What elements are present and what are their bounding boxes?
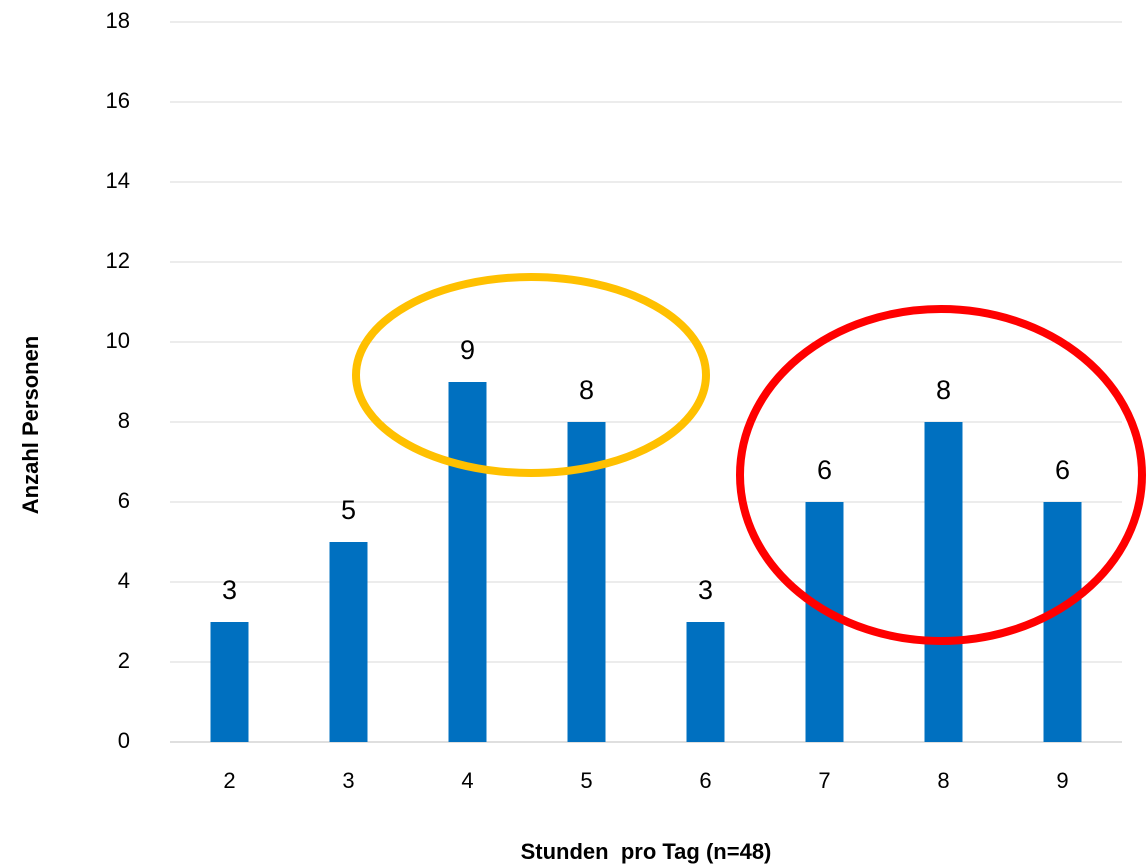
data-label: 3 — [698, 575, 713, 605]
bar — [210, 622, 249, 742]
y-tick-label: 4 — [118, 568, 130, 593]
data-label: 9 — [460, 335, 475, 365]
data-label: 3 — [222, 575, 237, 605]
x-tick-label: 3 — [342, 768, 354, 793]
data-label: 5 — [341, 495, 356, 525]
bar — [805, 502, 844, 742]
bar — [686, 622, 725, 742]
y-tick-label: 2 — [118, 648, 130, 673]
x-tick-label: 2 — [223, 768, 235, 793]
x-tick-label: 8 — [937, 768, 949, 793]
bar — [1043, 502, 1082, 742]
x-tick-label: 4 — [461, 768, 473, 793]
y-tick-label: 10 — [106, 328, 130, 353]
bar — [567, 422, 606, 742]
data-label: 8 — [936, 375, 951, 405]
data-label: 6 — [1055, 455, 1070, 485]
highlight-ellipse — [736, 305, 1146, 645]
y-tick-label: 12 — [106, 248, 130, 273]
y-tick-label: 16 — [106, 88, 130, 113]
bar — [924, 422, 963, 742]
data-label: 8 — [579, 375, 594, 405]
y-axis-title: Anzahl Personen — [18, 336, 43, 514]
y-tick-label: 14 — [106, 168, 130, 193]
y-tick-label: 0 — [118, 728, 130, 753]
highlight-ellipse — [352, 273, 710, 477]
y-tick-label: 8 — [118, 408, 130, 433]
data-label: 6 — [817, 455, 832, 485]
bar — [329, 542, 368, 742]
y-tick-label: 6 — [118, 488, 130, 513]
x-tick-label: 6 — [699, 768, 711, 793]
x-tick-label: 7 — [818, 768, 830, 793]
y-tick-label: 18 — [106, 8, 130, 33]
x-tick-label: 9 — [1056, 768, 1068, 793]
x-tick-label: 5 — [580, 768, 592, 793]
bar — [448, 382, 487, 742]
x-axis-title: Stunden pro Tag (n=48) — [521, 839, 772, 864]
